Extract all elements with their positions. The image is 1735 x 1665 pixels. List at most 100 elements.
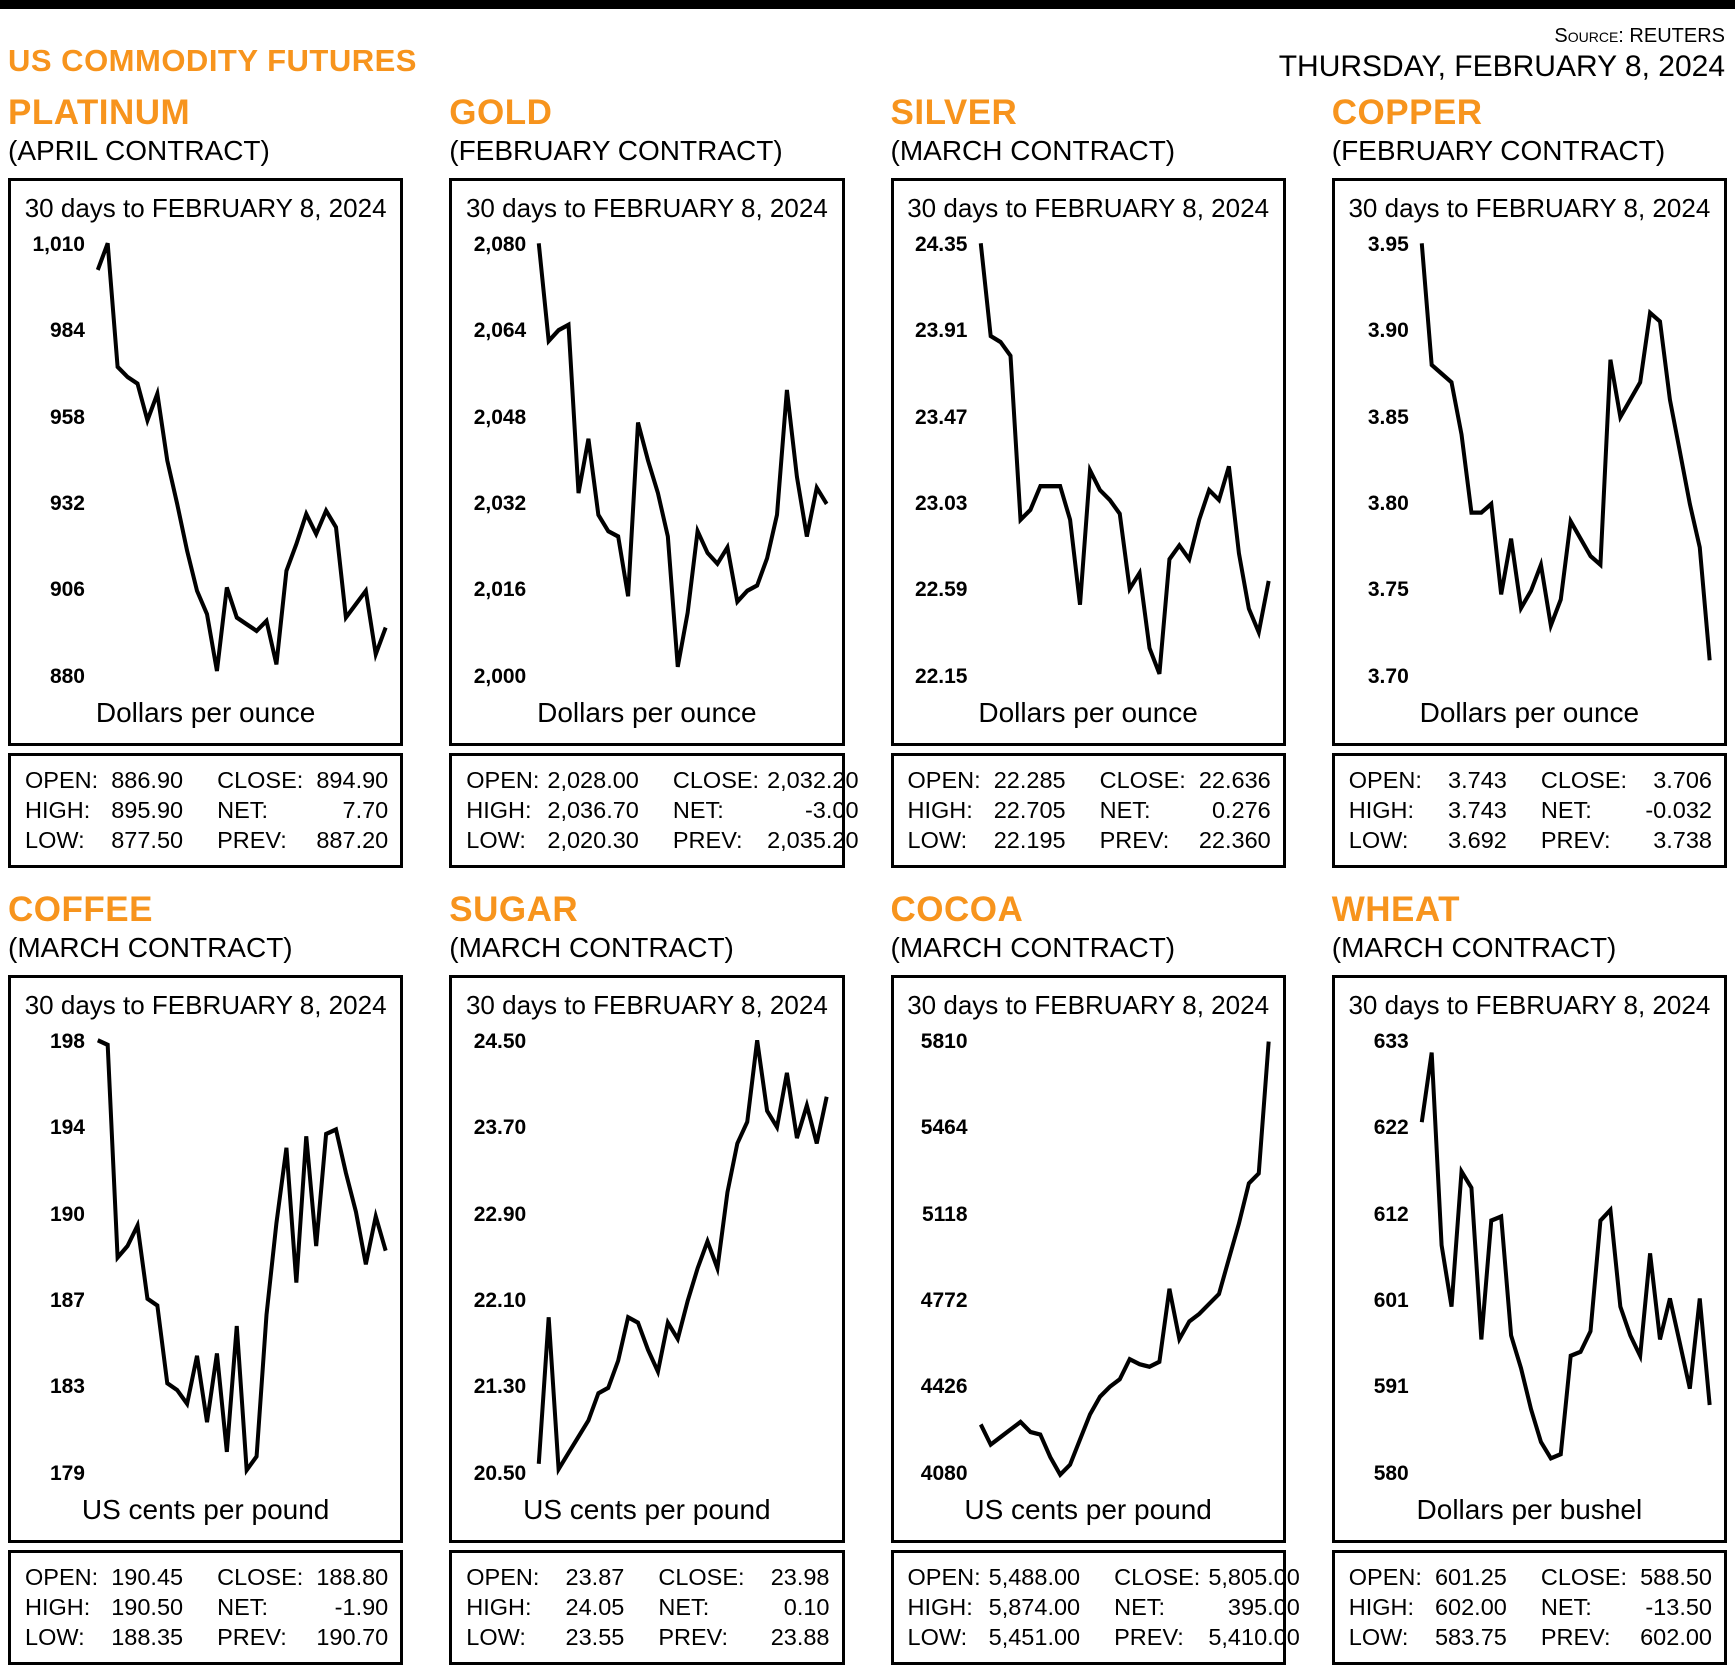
stat-value: -0.032	[1645, 796, 1712, 823]
y-tick-label: 4426	[920, 1375, 968, 1399]
stat-value: 7.70	[342, 796, 389, 823]
y-axis-ticks: 2,080 2,064 2,048 2,032 2,016 2,000	[454, 234, 534, 687]
stat-label: OPEN:	[25, 766, 99, 793]
stat-label: NET:	[1114, 1593, 1166, 1620]
stat-value: 583.75	[1434, 1623, 1507, 1650]
price-polyline	[96, 1038, 388, 1476]
stat-value: 190.70	[316, 1623, 389, 1650]
y-tick-label: 183	[49, 1375, 85, 1399]
y-tick-label: 24.35	[914, 232, 968, 256]
y-tick-label: 179	[49, 1461, 85, 1485]
stat-value: 0.276	[1211, 796, 1271, 823]
chart-box: 30 days to FEBRUARY 8, 2024 5810 5464 5118…	[890, 974, 1286, 1543]
stats-box: OPEN: 190.45 CLOSE: 188.80 HIGH: 190.50 NET: -1…	[8, 1549, 404, 1665]
price-polyline	[95, 242, 388, 672]
y-tick-label: 2,000	[473, 664, 527, 688]
stat-value: 3.743	[1448, 796, 1507, 823]
contract-label: (MARCH CONTRACT)	[890, 931, 1176, 963]
price-line-chart	[976, 1031, 1277, 1484]
y-tick-label: 906	[49, 578, 85, 602]
stat-value: 22.285	[993, 766, 1066, 793]
stat-value: 23.87	[565, 1563, 625, 1590]
y-tick-label: 24.50	[473, 1029, 527, 1053]
source-value: REUTERS	[1629, 25, 1725, 47]
unit-label: US cents per pound	[964, 1493, 1212, 1525]
stat-label: OPEN:	[25, 1563, 99, 1590]
date-text: THURSDAY, FEBRUARY 8, 2024	[1278, 50, 1725, 83]
stat-value: 23.88	[770, 1623, 830, 1650]
stat-label: HIGH:	[1348, 1593, 1415, 1620]
unit-label: Dollars per ounce	[95, 696, 316, 728]
stat-label: CLOSE:	[1099, 766, 1186, 793]
y-tick-label: 5464	[920, 1116, 968, 1140]
y-tick-label: 2,048	[473, 405, 527, 429]
price-polyline	[537, 1039, 829, 1476]
stat-value: 22.636	[1198, 766, 1271, 793]
y-tick-label: 3.90	[1367, 319, 1409, 343]
stat-label: LOW:	[1348, 826, 1409, 853]
source-label: Source:	[1554, 25, 1624, 47]
commodity-panel: GOLD (FEBRUARY CONTRACT) 30 days to FEBR…	[449, 94, 859, 868]
stat-value: 3.738	[1653, 826, 1712, 853]
stat-label: PREV:	[672, 826, 743, 853]
y-tick-label: 633	[1373, 1029, 1409, 1053]
chart-area: 198 194 190 187 183 179	[11, 1025, 400, 1486]
stat-value: 602.00	[1640, 1623, 1712, 1650]
stat-value: 190.45	[111, 1563, 184, 1590]
stat-value: 188.80	[316, 1563, 389, 1590]
stats-box: OPEN: 3.743 CLOSE: 3.706 HIGH: 3.743 NET: -0.03…	[1331, 752, 1727, 868]
stat-value: 24.05	[565, 1593, 625, 1620]
y-tick-label: 3.95	[1367, 232, 1409, 256]
stat-label: PREV:	[658, 1623, 728, 1650]
y-tick-label: 580	[1373, 1461, 1409, 1485]
price-polyline	[978, 1041, 1271, 1478]
y-axis-ticks: 5810 5464 5118 4772 4426 4080	[896, 1031, 976, 1484]
stat-label: LOW:	[466, 1623, 526, 1650]
stat-label: OPEN:	[466, 1563, 540, 1590]
stat-value: 2,020.30	[547, 826, 639, 853]
y-tick-label: 958	[49, 405, 85, 429]
chart-title: 30 days to FEBRUARY 8, 2024	[465, 192, 828, 223]
price-line-svg	[96, 1038, 388, 1476]
commodity-name: SILVER	[890, 93, 1018, 132]
page-title: US COMMODITY FUTURES	[8, 43, 417, 78]
stat-label: CLOSE:	[672, 766, 760, 793]
stat-label: CLOSE:	[217, 766, 304, 793]
stat-value: -1.90	[334, 1593, 389, 1620]
stat-value: 5,451.00	[988, 1623, 1081, 1650]
y-tick-label: 22.15	[914, 664, 968, 688]
stat-value: 5,805.00	[1208, 1563, 1300, 1590]
stats-box: OPEN: 2,028.00 CLOSE: 2,032.20 HIGH: 2,036.70…	[449, 752, 859, 868]
stat-label: CLOSE:	[1540, 766, 1628, 793]
y-tick-label: 3.70	[1367, 664, 1409, 688]
price-polyline	[1419, 242, 1712, 661]
stat-value: 395.00	[1227, 1593, 1300, 1620]
y-tick-label: 21.30	[473, 1375, 527, 1399]
stat-label: NET:	[1099, 796, 1151, 823]
y-axis-ticks: 24.35 23.91 23.47 23.03 22.59 22.15	[896, 234, 976, 687]
stat-value: 0.10	[783, 1593, 830, 1620]
unit-label: Dollars per ounce	[537, 696, 757, 728]
stat-label: NET:	[658, 1593, 710, 1620]
stat-label: LOW:	[25, 826, 85, 853]
stat-value: 2,035.20	[767, 826, 859, 853]
chart-box: 30 days to FEBRUARY 8, 2024 1,010 984 958 9…	[8, 177, 404, 746]
stat-value: 190.50	[111, 1593, 184, 1620]
price-line-svg	[95, 242, 388, 672]
stat-label: PREV:	[217, 1623, 287, 1650]
price-line-chart	[93, 234, 394, 687]
y-tick-label: 23.70	[473, 1116, 527, 1140]
price-line-chart	[976, 234, 1277, 687]
stat-value: 886.90	[111, 766, 184, 793]
price-line-chart	[534, 234, 835, 687]
stat-label: NET:	[217, 1593, 269, 1620]
stat-label: LOW:	[466, 826, 526, 853]
stat-label: OPEN:	[907, 766, 981, 793]
contract-label: (MARCH CONTRACT)	[1331, 931, 1617, 963]
price-polyline	[1419, 1052, 1712, 1461]
unit-label: US cents per pound	[81, 1493, 330, 1525]
stats-box: OPEN: 22.285 CLOSE: 22.636 HIGH: 22.705 NET: 0.…	[890, 752, 1286, 868]
chart-area: 3.95 3.90 3.85 3.80 3.75 3.70	[1335, 228, 1724, 689]
chart-box: 30 days to FEBRUARY 8, 2024 633 622 612 601…	[1331, 974, 1727, 1543]
y-tick-label: 2,016	[473, 578, 527, 602]
